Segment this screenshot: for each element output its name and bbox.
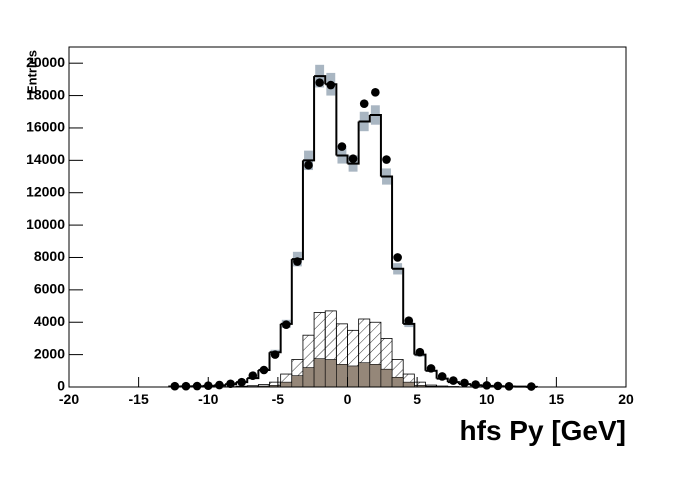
x-tick-label: -5 (272, 391, 285, 407)
data-point (326, 81, 335, 90)
data-point (416, 348, 425, 357)
data-point (282, 320, 291, 329)
data-point (438, 372, 447, 381)
x-tick-label: -15 (129, 391, 149, 407)
data-point (237, 378, 246, 387)
data-point (315, 78, 324, 87)
x-tick-label: 5 (413, 391, 421, 407)
data-point (338, 142, 347, 151)
data-point (393, 253, 402, 262)
filled-bin (336, 364, 347, 387)
filled-bin (281, 382, 292, 387)
filled-bin (403, 382, 414, 387)
data-point (449, 376, 458, 385)
data-point (404, 316, 413, 325)
filled-bin (292, 376, 303, 387)
filled-bin (392, 377, 403, 387)
data-point (260, 366, 269, 375)
y-tick-label: 16000 (26, 119, 65, 135)
x-tick-label: 20 (618, 391, 634, 407)
filled-bin (303, 368, 314, 387)
data-point (505, 382, 514, 391)
x-tick-label: 10 (479, 391, 495, 407)
y-tick-label: 20000 (26, 54, 65, 70)
data-point (182, 382, 191, 391)
data-point (293, 257, 302, 266)
data-point (304, 161, 313, 170)
data-point (460, 379, 469, 388)
data-point (215, 381, 224, 390)
data-point (249, 371, 258, 380)
y-tick-label: 6000 (34, 281, 65, 297)
x-tick-label: 0 (344, 391, 352, 407)
y-tick-label: 8000 (34, 248, 65, 264)
y-tick-label: 18000 (26, 86, 65, 102)
data-point (271, 350, 280, 359)
filled-bin (325, 359, 336, 387)
x-tick-label: 15 (549, 391, 565, 407)
data-point (382, 155, 391, 164)
y-tick-label: 12000 (26, 183, 65, 199)
filled-bin (370, 364, 381, 387)
x-axis-label: hfs Py [GeV] (460, 415, 626, 446)
data-point (371, 88, 380, 97)
y-tick-label: 10000 (26, 216, 65, 232)
y-tick-label: 2000 (34, 345, 65, 361)
data-point (427, 364, 436, 373)
data-point (494, 382, 503, 391)
data-point (193, 382, 202, 391)
data-point (360, 99, 369, 108)
data-point (471, 380, 480, 389)
filled-bin (314, 359, 325, 387)
filled-bin (359, 363, 370, 387)
y-tick-label: 14000 (26, 151, 65, 167)
x-tick-label: -10 (198, 391, 218, 407)
filled-bin (348, 366, 359, 387)
x-tick-label: -20 (59, 391, 79, 407)
filled-bin (381, 369, 392, 387)
data-point (171, 382, 180, 391)
data-point (349, 154, 358, 163)
y-tick-label: 4000 (34, 313, 65, 329)
